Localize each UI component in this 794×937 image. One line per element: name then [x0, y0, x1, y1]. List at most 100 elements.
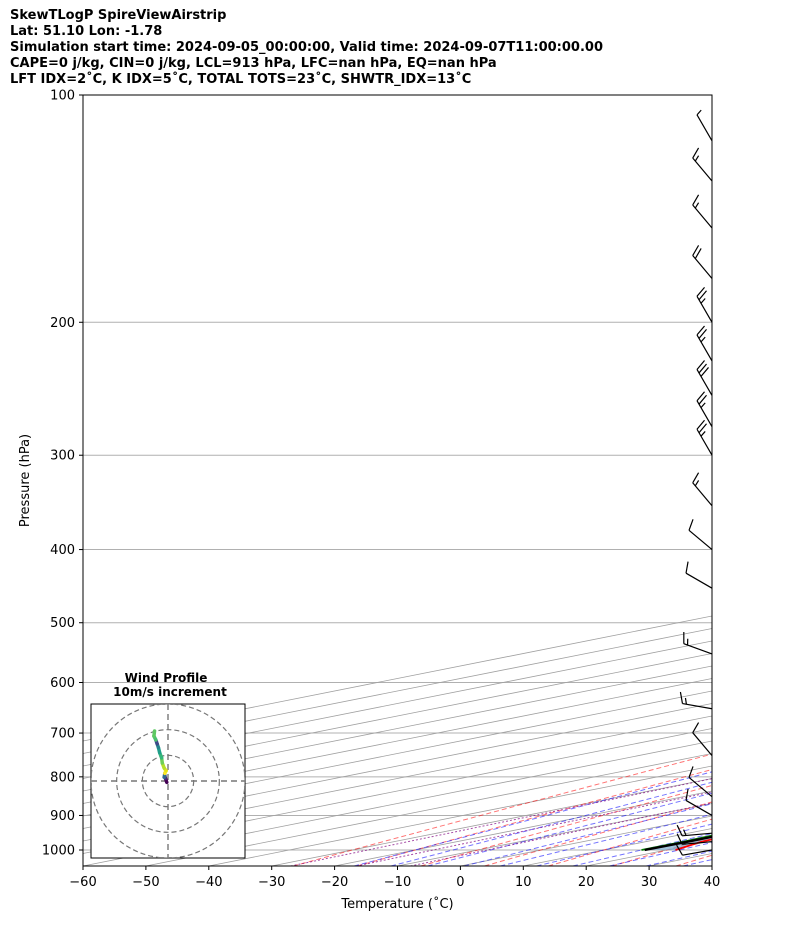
wind-barb-shaft — [696, 114, 713, 142]
wind-barb — [692, 472, 713, 507]
wind-barb-shaft — [692, 732, 713, 757]
y-tick-label: 800 — [50, 770, 75, 785]
wind-barb-flag — [696, 360, 705, 370]
wind-barb-flag — [685, 561, 689, 574]
wind-barb-shaft — [692, 157, 713, 182]
isotherm-line — [83, 703, 712, 829]
wind-barb-flag — [692, 245, 700, 256]
wind-barb-flag — [676, 824, 683, 837]
wind-barb-shaft — [682, 849, 713, 856]
isotherm-line — [460, 815, 712, 866]
isotherm-line — [83, 728, 712, 854]
wind-barb — [679, 691, 713, 710]
wind-barb-flag — [698, 423, 707, 434]
y-axis-label: Pressure (hPa) — [18, 434, 33, 527]
time-line: Simulation start time: 2024-09-05_00:00:… — [10, 40, 603, 55]
y-tick-label: 100 — [50, 89, 75, 104]
wind-barb-shaft — [692, 255, 713, 279]
hodograph-segment — [152, 729, 157, 738]
x-tick-label: −30 — [258, 875, 285, 890]
moist-adiabat-line — [572, 833, 712, 866]
indices-line-1: CAPE=0 j/kg, CIN=0 j/kg, LCL=913 hPa, LF… — [10, 56, 497, 71]
x-tick-label: −60 — [69, 875, 96, 890]
moist-adiabat-line — [390, 781, 712, 866]
wind-barb — [692, 245, 713, 279]
wind-barb — [696, 325, 713, 362]
x-tick-label: −10 — [384, 875, 411, 890]
dry-adiabat-line — [356, 769, 712, 866]
wind-barb — [696, 391, 713, 427]
isotherm-line — [83, 665, 712, 792]
wind-barb-flag — [696, 325, 705, 336]
x-axis-label: Temperature (˚C) — [340, 896, 453, 912]
y-tick-label: 900 — [50, 809, 75, 824]
wind-barb-flag — [698, 290, 707, 301]
wind-barb-shaft — [685, 799, 713, 816]
wind-barb-half-flag — [696, 109, 702, 116]
wind-barb — [696, 360, 713, 396]
y-tick-label: 500 — [50, 616, 75, 631]
wind-barb-flag — [698, 363, 707, 374]
wind-barb-flag — [692, 194, 700, 206]
parcel-line — [644, 835, 712, 852]
isotherm-line — [334, 790, 712, 866]
hodograph-subtitle: 10m/s increment — [113, 685, 227, 699]
moist-adiabat-line — [353, 771, 712, 866]
moist-adiabat-line — [646, 850, 712, 866]
wind-barb-half-flag — [694, 202, 700, 209]
wind-barb-flag — [696, 419, 705, 430]
isotherm-line — [83, 715, 712, 842]
wind-barb-shaft — [682, 832, 713, 837]
wind-barb-shaft — [688, 529, 713, 551]
wind-barb-flag — [688, 766, 694, 778]
wind-barb-half-flag — [700, 431, 706, 437]
wind-barb-flag — [698, 329, 707, 339]
wind-barb-shaft — [692, 482, 713, 507]
wind-barb-flag — [696, 286, 705, 297]
wind-barb-half-flag — [694, 155, 700, 162]
indices-line-2: LFT IDX=2˚C, K IDX=5˚C, TOTAL TOTS=23˚C,… — [10, 72, 472, 87]
y-tick-label: 300 — [50, 449, 75, 464]
y-tick-label: 200 — [50, 316, 75, 331]
isotherm-line — [711, 865, 712, 866]
moist-adiabat-line — [609, 842, 712, 866]
wind-barb-flag — [679, 691, 684, 704]
dry-adiabat-line — [611, 836, 712, 866]
x-tick-label: 30 — [641, 875, 658, 890]
wind-barb-flag — [692, 147, 700, 159]
wind-barb-flag — [685, 788, 689, 801]
wind-barb-shaft — [683, 643, 713, 655]
wind-barb-half-flag — [684, 697, 687, 705]
hodograph-plot — [91, 704, 245, 858]
hodograph-title: Wind Profile — [125, 671, 208, 685]
x-tick-label: −50 — [132, 875, 159, 890]
wind-barb-half-flag — [700, 402, 706, 409]
isotherm-line — [586, 840, 712, 866]
wind-barb-shaft — [696, 369, 713, 396]
temperature-line — [675, 838, 712, 851]
dry-adiabat-line — [740, 95, 794, 866]
wind-barb-shaft — [688, 776, 713, 798]
wind-barb — [676, 824, 713, 837]
wind-barb-flag — [692, 722, 700, 733]
y-tick-label: 700 — [50, 727, 75, 742]
isotherm-line — [83, 653, 712, 779]
wind-barb — [685, 561, 713, 589]
wind-barb — [692, 722, 713, 757]
wind-barb-shaft — [685, 572, 713, 589]
x-tick-label: −40 — [195, 875, 222, 890]
wind-barb-shaft — [696, 334, 713, 362]
isotherm-line — [83, 690, 712, 817]
y-tick-label: 600 — [50, 676, 75, 691]
isotherm-line — [523, 828, 712, 866]
wind-barb-half-flag — [700, 298, 706, 304]
x-tick-label: 0 — [456, 875, 464, 890]
wind-barb-shaft — [682, 702, 713, 710]
x-tick-label: −20 — [321, 875, 348, 890]
wind-barb-flag — [676, 844, 683, 856]
wind-barb — [696, 109, 713, 142]
wind-barb — [683, 632, 713, 655]
dry-adiabat-line — [293, 753, 712, 866]
isotherm-line — [649, 853, 712, 866]
